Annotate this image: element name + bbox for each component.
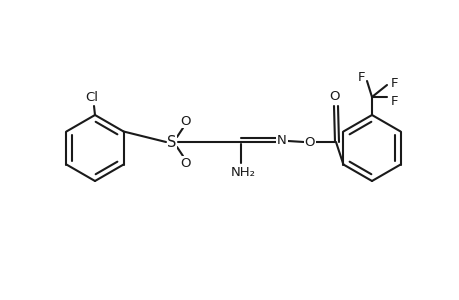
- Text: S: S: [167, 134, 176, 149]
- Text: Cl: Cl: [85, 91, 98, 104]
- Text: NH₂: NH₂: [230, 166, 255, 178]
- Text: O: O: [304, 136, 314, 148]
- Text: F: F: [391, 94, 398, 107]
- Text: O: O: [180, 157, 191, 169]
- Text: N: N: [276, 134, 286, 146]
- Text: F: F: [358, 70, 365, 83]
- Text: O: O: [180, 115, 191, 128]
- Text: O: O: [329, 89, 340, 103]
- Text: F: F: [391, 76, 398, 89]
